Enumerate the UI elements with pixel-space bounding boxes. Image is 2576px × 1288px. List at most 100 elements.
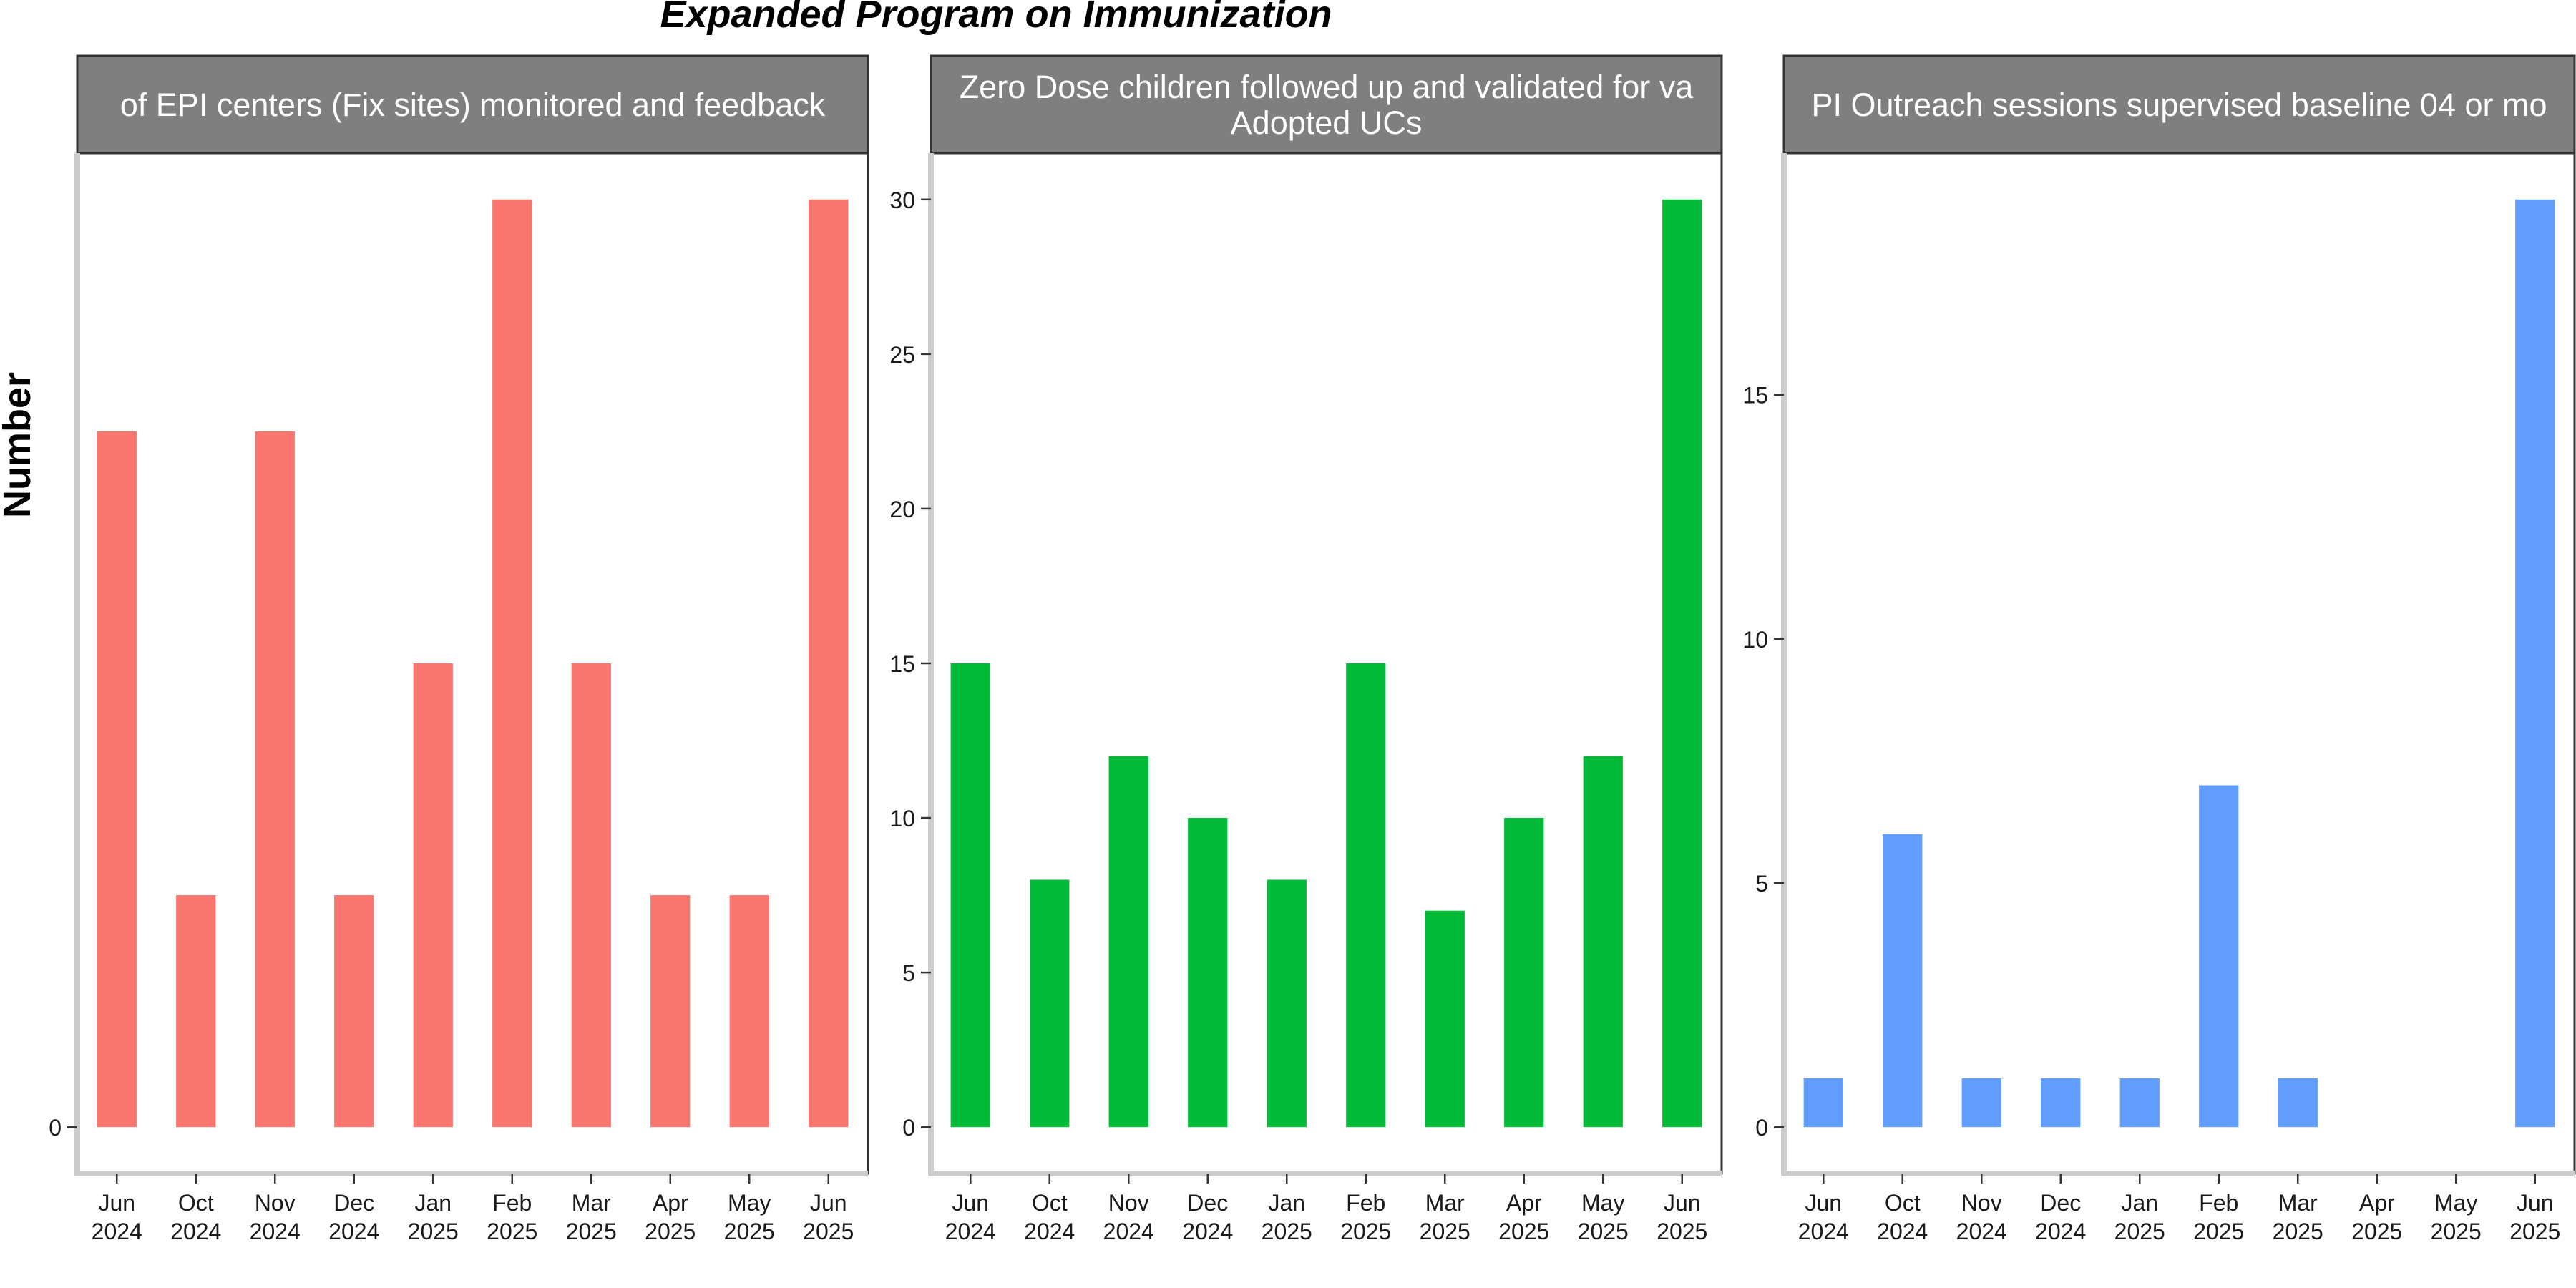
x-tick-label-year: 2025 [2431, 1219, 2482, 1244]
x-tick-label-year: 2024 [92, 1219, 142, 1244]
bar [255, 431, 295, 1128]
bar [1961, 1078, 2001, 1128]
x-tick-label-month: May [728, 1190, 771, 1216]
panel-strip-text: Zero Dose children followed up and valid… [960, 69, 1694, 105]
bar [1803, 1078, 1843, 1128]
panel-2: Zero Dose children followed up and valid… [889, 54, 1723, 1244]
bar [1267, 879, 1307, 1128]
x-tick-label-month: Oct [178, 1190, 214, 1216]
x-tick-label-year: 2025 [724, 1219, 775, 1244]
y-tick-label: 20 [889, 497, 915, 522]
x-tick-label-month: Jun [1805, 1190, 1842, 1216]
x-tick-label-year: 2025 [2114, 1219, 2165, 1244]
x-tick-label-year: 2025 [1578, 1219, 1629, 1244]
x-tick-label-year: 2025 [408, 1219, 459, 1244]
y-tick-label: 0 [902, 1115, 915, 1141]
bar [650, 895, 691, 1128]
y-tick-label: 0 [49, 1115, 62, 1141]
x-tick-label-month: Dec [1187, 1190, 1228, 1216]
y-tick-label: 15 [889, 651, 915, 677]
bar [1030, 879, 1070, 1128]
bar [413, 663, 453, 1128]
bar [334, 895, 374, 1128]
x-tick-label-year: 2025 [803, 1219, 854, 1244]
y-tick-label: 10 [889, 806, 915, 831]
panel-strip-text: PI Outreach sessions supervised baseline… [1811, 87, 2547, 123]
bar [950, 663, 990, 1128]
panel-3: PI Outreach sessions supervised baseline… [1742, 54, 2576, 1244]
y-tick-label: 15 [1742, 383, 1768, 409]
y-tick-label: 0 [1755, 1115, 1768, 1141]
bar [1883, 834, 1923, 1128]
x-tick-label-year: 2025 [2193, 1219, 2244, 1244]
x-tick-label-month: May [2434, 1190, 2477, 1216]
x-tick-label-year: 2025 [2273, 1219, 2323, 1244]
x-tick-label-year: 2025 [1340, 1219, 1391, 1244]
bar [1662, 199, 1702, 1128]
bar [2041, 1078, 2081, 1128]
panels: of EPI centers (Fix sites) monitored and… [49, 54, 2576, 1244]
bar [1583, 756, 1623, 1128]
x-tick-label-year: 2025 [2509, 1219, 2560, 1244]
x-tick-label-year: 2025 [645, 1219, 696, 1244]
panel-strip-text: of EPI centers (Fix sites) monitored and… [120, 87, 826, 123]
x-tick-label-year: 2025 [1498, 1219, 1549, 1244]
panel-strip [930, 54, 1723, 155]
x-tick-label-month: Apr [1506, 1190, 1542, 1216]
y-tick-label: 10 [1742, 627, 1768, 653]
x-tick-label-month: Oct [1885, 1190, 1921, 1216]
x-tick-label-month: Feb [492, 1190, 532, 1216]
bar [571, 663, 611, 1128]
x-tick-label-year: 2025 [1420, 1219, 1470, 1244]
x-tick-label-month: Jan [1268, 1190, 1305, 1216]
chart-title: Expanded Program on Immunization [660, 0, 1332, 36]
bar [2199, 785, 2239, 1128]
y-axis-label: Number [0, 372, 39, 518]
x-tick-label-month: Jan [2121, 1190, 2158, 1216]
x-tick-label-month: Apr [2359, 1190, 2395, 1216]
x-tick-label-month: Feb [2199, 1190, 2238, 1216]
bar [97, 431, 137, 1128]
y-tick-label: 30 [889, 187, 915, 213]
x-tick-label-year: 2024 [1956, 1219, 2007, 1244]
panel-strip [76, 54, 869, 155]
panel-strip-text: Adopted UCs [1231, 104, 1423, 141]
x-tick-label-month: Mar [1425, 1190, 1465, 1216]
x-tick-label-month: Nov [1961, 1190, 2002, 1216]
x-tick-label-year: 2024 [328, 1219, 379, 1244]
bar [1108, 756, 1148, 1128]
x-tick-label-month: Nov [1108, 1190, 1149, 1216]
x-tick-label-month: May [1581, 1190, 1624, 1216]
x-tick-label-month: Mar [2278, 1190, 2318, 1216]
x-tick-label-year: 2025 [2351, 1219, 2402, 1244]
bar [1504, 818, 1544, 1128]
x-tick-label-month: Nov [255, 1190, 296, 1216]
bar [1425, 910, 1465, 1128]
y-tick-label: 5 [1755, 871, 1768, 897]
x-tick-label-year: 2024 [170, 1219, 221, 1244]
bar [176, 895, 216, 1128]
x-tick-label-year: 2024 [1798, 1219, 1849, 1244]
x-tick-label-month: Feb [1346, 1190, 1385, 1216]
x-tick-label-month: Apr [653, 1190, 688, 1216]
x-tick-label-year: 2025 [1657, 1219, 1707, 1244]
x-tick-label-year: 2024 [1182, 1219, 1233, 1244]
bar [1346, 663, 1386, 1128]
x-tick-label-year: 2025 [487, 1219, 537, 1244]
x-tick-label-month: Jun [1664, 1190, 1701, 1216]
bar [729, 895, 769, 1128]
x-tick-label-month: Dec [2040, 1190, 2081, 1216]
bar [2119, 1078, 2160, 1128]
x-tick-label-year: 2024 [945, 1219, 996, 1244]
bar [492, 199, 532, 1128]
bar [2278, 1078, 2318, 1128]
x-tick-label-year: 2024 [2035, 1219, 2086, 1244]
x-tick-label-year: 2025 [566, 1219, 617, 1244]
x-tick-label-year: 2024 [1877, 1219, 1928, 1244]
x-tick-label-year: 2024 [250, 1219, 301, 1244]
bar [2515, 199, 2555, 1128]
x-tick-label-year: 2025 [1262, 1219, 1312, 1244]
x-tick-label-month: Jan [414, 1190, 452, 1216]
panel-strip [1782, 54, 2576, 155]
